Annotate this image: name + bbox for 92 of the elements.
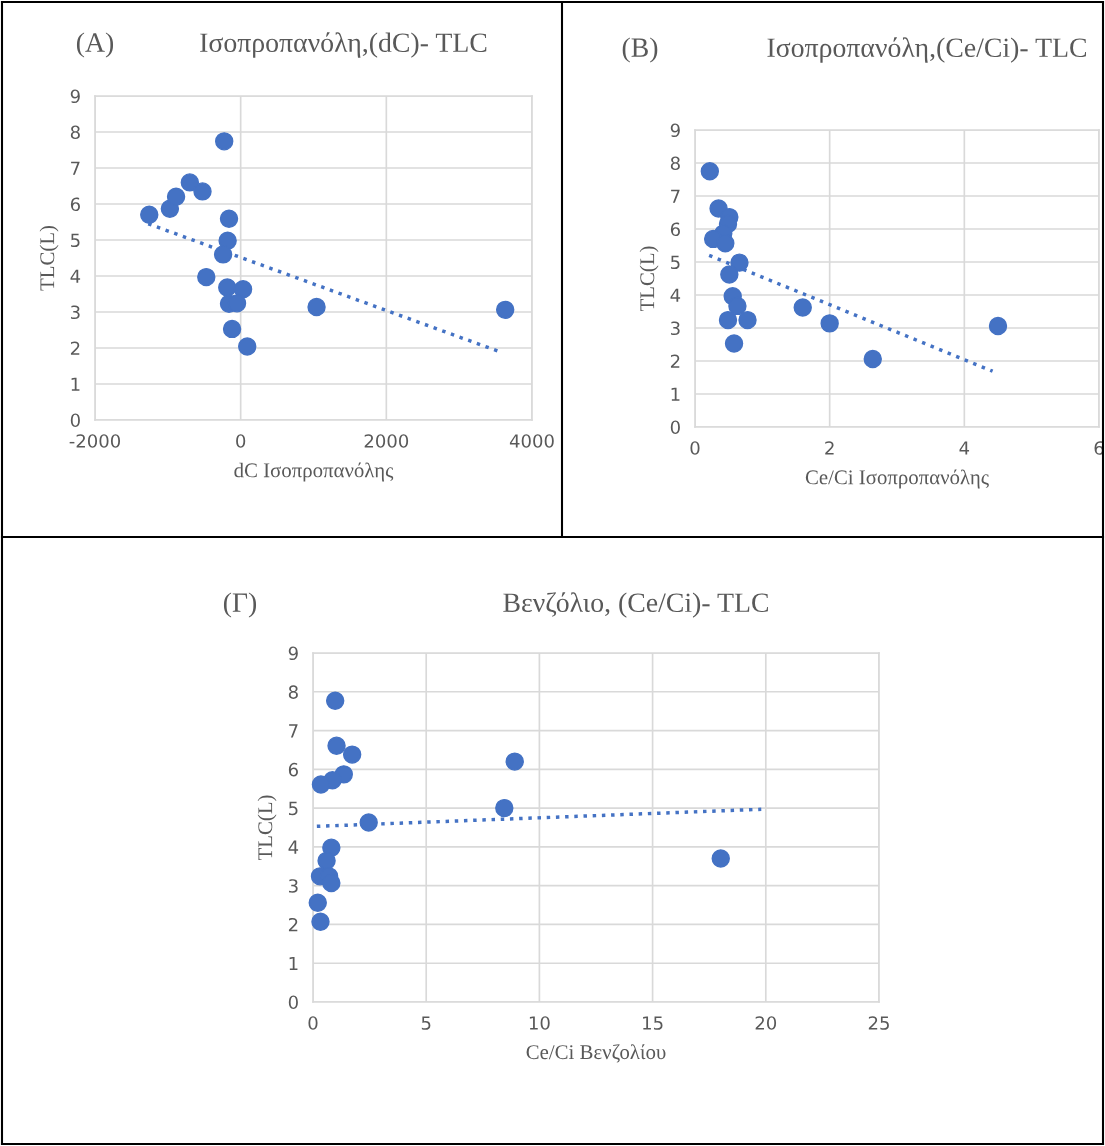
point [317, 851, 336, 871]
chart-title: Ισοπροπανόλη,(Ce/Ci)- TLC [767, 37, 1087, 63]
point [238, 337, 257, 356]
point [711, 849, 730, 868]
y-tick-label: 3 [671, 321, 680, 336]
y-tick-label: 1 [671, 387, 680, 401]
text: (Γ) [223, 592, 257, 618]
point [700, 162, 720, 181]
point [820, 314, 839, 333]
y-tick-label: 1 [71, 377, 80, 391]
point [793, 298, 812, 317]
point [140, 205, 159, 225]
x-tick-label: 4 [959, 441, 970, 455]
y-tick-label: 6 [70, 197, 80, 212]
y-tick-label: 9 [288, 646, 298, 661]
point [720, 265, 739, 284]
point [728, 296, 747, 316]
point [495, 798, 514, 818]
x-tick-label: -2000 [69, 434, 121, 448]
point [222, 319, 242, 339]
text: (A) [76, 32, 114, 58]
point [327, 736, 346, 755]
y-tick-label: 8 [70, 125, 80, 140]
point [724, 334, 744, 353]
y-tick-label: 3 [71, 305, 80, 320]
y-tick-label: 0 [670, 420, 680, 435]
x-axis-title: dC Ισοπροπανόλης [234, 462, 394, 482]
point [311, 912, 330, 931]
y-tick-label: 4 [288, 840, 299, 854]
y-tick-label: 9 [70, 89, 80, 104]
x-tick-label: 25 [868, 1016, 889, 1030]
y-tick-label: 7 [671, 189, 680, 203]
y-tick-label: 6 [670, 222, 680, 237]
point [166, 187, 186, 207]
point [730, 253, 749, 272]
y-tick-label: 0 [288, 995, 298, 1010]
text: (B) [622, 37, 658, 63]
x-tick-label: 0 [690, 441, 700, 455]
point [180, 173, 200, 192]
point [219, 209, 239, 228]
point [215, 132, 234, 151]
x-tick-label: 10 [529, 1016, 550, 1030]
point [193, 182, 212, 201]
point [863, 349, 882, 369]
point [738, 310, 757, 330]
y-tick-label: 4 [670, 288, 681, 302]
point [325, 691, 345, 710]
y-axis-title: TLC(L) [39, 225, 59, 291]
point [342, 745, 362, 764]
y-tick-label: 2 [288, 917, 298, 932]
x-tick-label: 5 [421, 1016, 431, 1030]
point [359, 813, 378, 832]
point [495, 300, 515, 320]
x-tick-label: 0 [236, 434, 246, 448]
y-tick-label: 7 [289, 724, 298, 738]
chart-title: Βενζόλιο, (Ce/Ci)- TLC [503, 592, 768, 618]
point [308, 893, 327, 912]
x-tick-label: 0 [308, 1016, 318, 1030]
y-tick-label: 3 [289, 879, 298, 893]
point [311, 775, 331, 794]
point [307, 297, 326, 317]
point [218, 278, 237, 297]
y-axis-title: TLC(L) [257, 795, 277, 861]
y-tick-label: 8 [288, 685, 298, 699]
x-tick-label: 15 [643, 1016, 663, 1030]
y-tick-label: 5 [671, 255, 680, 270]
y-tick-label: 2 [70, 341, 80, 355]
point [233, 280, 253, 299]
y-tick-label: 7 [71, 161, 80, 175]
y-tick-label: 5 [289, 801, 298, 816]
x-tick-label: 4000 [509, 434, 554, 448]
x-axis-title: Ce/Ci Ισοπροπανόλης [805, 469, 989, 489]
x-tick-label: 2000 [364, 434, 409, 448]
x-tick-label: 20 [755, 1016, 777, 1030]
y-tick-label: 2 [670, 354, 680, 368]
point [718, 310, 738, 330]
y-axis-title: TLC(L) [639, 246, 659, 312]
y-tick-label: 8 [670, 156, 680, 171]
y-tick-label: 1 [289, 956, 298, 971]
point [213, 245, 233, 264]
chart-title: Ισοπροπανόλη,(dC)- TLC [200, 32, 487, 58]
point [988, 316, 1008, 336]
point [197, 267, 216, 287]
point [505, 752, 524, 771]
y-tick-label: 9 [670, 123, 680, 138]
y-tick-label: 6 [288, 762, 298, 777]
y-tick-label: 4 [70, 269, 81, 283]
x-tick-label: 2 [825, 441, 834, 455]
y-tick-label: 5 [71, 233, 80, 248]
y-tick-label: 0 [70, 413, 80, 428]
x-axis-title: Ce/Ci Βενζολίου [526, 1044, 666, 1063]
point [716, 233, 735, 253]
